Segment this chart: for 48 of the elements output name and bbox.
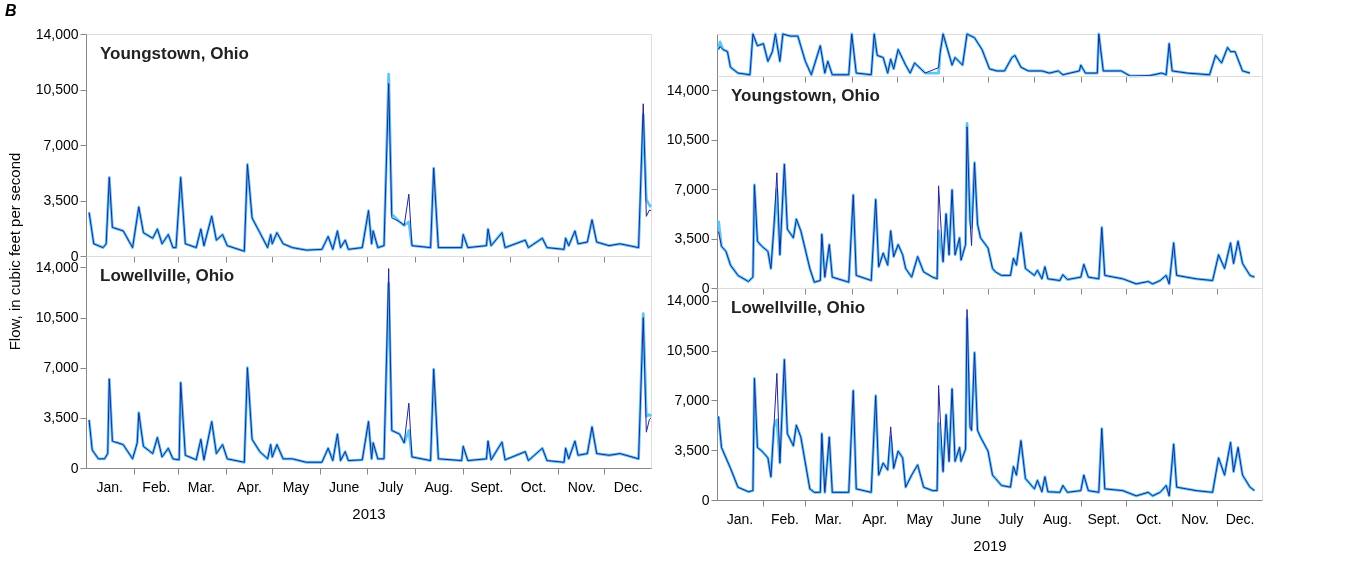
annotation: Lowellville, Ohio (100, 266, 235, 285)
y-tick-label: 7,000 (43, 359, 79, 376)
x-tick-label: Jan. (96, 478, 124, 495)
x-tick-label: May (906, 510, 933, 527)
annotation: Youngstown, Ohio (731, 86, 880, 105)
y-tick-label: 7,000 (674, 180, 710, 197)
x-tick-label: Jan. (726, 510, 754, 527)
y-tick-label: 3,500 (674, 230, 710, 247)
y-tick-label: 7,000 (43, 136, 79, 153)
x-tick-label: July (998, 510, 1024, 527)
x-tick-label: July (378, 478, 404, 495)
x-tick-label: Sept. (470, 478, 504, 495)
y-tick-label: 10,500 (666, 342, 710, 359)
y-tick-label: 3,500 (674, 441, 710, 458)
x-tick-label: Mar. (814, 510, 842, 527)
x-tick-label: Aug. (424, 478, 454, 495)
x-tick-label: Dec. (613, 478, 643, 495)
x-tick-label: Aug. (1042, 510, 1072, 527)
x-tick-label: Apr. (862, 510, 888, 527)
x-tick-label: Nov. (567, 478, 596, 495)
x-tick-label: Dec. (1225, 510, 1255, 527)
chart-title: B (5, 2, 17, 19)
annotation: Lowellville, Ohio (731, 298, 866, 317)
y-tick-label: 10,500 (35, 309, 79, 326)
x-tick-label: June (950, 510, 982, 527)
x-tick-label: Sept. (1087, 510, 1121, 527)
y-tick-label: 3,500 (43, 192, 79, 208)
y-tick-label: 10,500 (666, 131, 710, 148)
y-tick-label: 3,500 (43, 409, 79, 426)
y-tick-label: 7,000 (674, 391, 710, 408)
x-tick-label: May (282, 478, 310, 495)
x-tick-label: Oct. (520, 478, 547, 495)
y-tick-label: 0 (701, 491, 710, 508)
x-tick-label: Oct. (1135, 510, 1162, 527)
x-axis-title: 2019 (973, 536, 1007, 554)
annotation: Youngstown, Ohio (100, 44, 249, 63)
y-axis-title: Flow, in cubic feet per second (5, 152, 23, 351)
y-tick-label: 0 (70, 459, 79, 476)
x-tick-label: Feb. (142, 478, 171, 495)
x-axis-title: 2013 (352, 504, 386, 522)
x-tick-label: Feb. (770, 510, 799, 527)
x-tick-label: Mar. (187, 478, 215, 495)
y-tick-label: 14,000 (666, 81, 710, 98)
y-tick-label: 14,000 (35, 25, 79, 42)
x-tick-label: Apr. (237, 478, 262, 495)
x-tick-label: June (328, 478, 360, 495)
y-tick-label: 10,500 (35, 81, 79, 97)
x-tick-label: Nov. (1181, 510, 1209, 527)
